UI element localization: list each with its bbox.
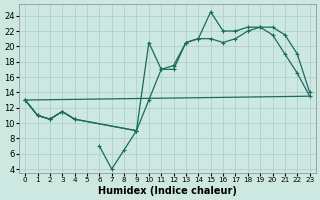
X-axis label: Humidex (Indice chaleur): Humidex (Indice chaleur) (98, 186, 237, 196)
